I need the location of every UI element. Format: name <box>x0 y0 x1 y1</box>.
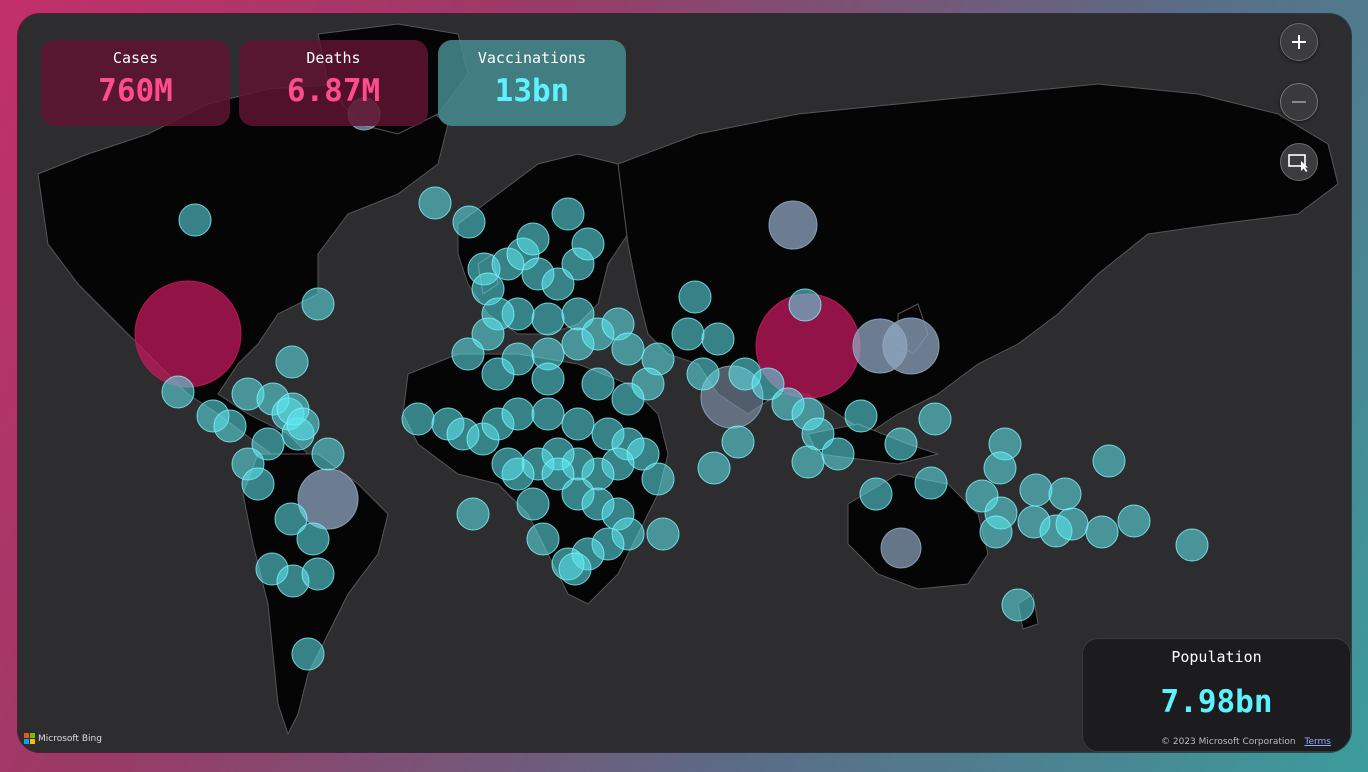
country-bubble[interactable] <box>1085 515 1119 549</box>
country-bubble[interactable] <box>451 337 485 371</box>
selection-tool-button[interactable] <box>1280 143 1318 181</box>
zoom-out-button[interactable] <box>1280 83 1318 121</box>
country-bubble[interactable] <box>641 462 675 496</box>
microsoft-logo-icon <box>24 733 35 744</box>
country-bubble[interactable] <box>491 447 525 481</box>
country-bubble[interactable] <box>251 427 285 461</box>
country-bubble[interactable] <box>286 407 320 441</box>
country-bubble[interactable] <box>611 382 645 416</box>
country-bubble[interactable] <box>301 557 335 591</box>
population-value: 7.98bn <box>1160 684 1273 720</box>
country-bubble[interactable] <box>213 409 247 443</box>
country-bubble[interactable] <box>452 205 486 239</box>
country-bubble[interactable] <box>1019 473 1053 507</box>
vaccinations-label: Vaccinations <box>477 49 587 67</box>
population-label: Population <box>1171 648 1262 666</box>
country-bubble[interactable] <box>671 317 705 351</box>
country-bubble[interactable] <box>983 451 1017 485</box>
country-bubble[interactable] <box>275 345 309 379</box>
country-bubble[interactable] <box>178 203 212 237</box>
country-bubble[interactable] <box>697 451 731 485</box>
country-bubble[interactable] <box>558 552 592 586</box>
country-bubble[interactable] <box>884 427 918 461</box>
bing-attribution[interactable]: Microsoft Bing <box>24 733 102 744</box>
country-bubble[interactable] <box>788 288 822 322</box>
vaccinations-value: 13bn <box>494 73 570 109</box>
country-bubble[interactable] <box>531 302 565 336</box>
selection-cursor-icon <box>1288 154 1308 172</box>
country-bubble[interactable] <box>291 637 325 671</box>
country-bubble[interactable] <box>821 437 855 471</box>
bubble-layer <box>134 97 1209 671</box>
terms-link[interactable]: Terms <box>1304 737 1331 747</box>
country-bubble[interactable] <box>751 367 785 401</box>
country-bubble[interactable] <box>581 367 615 401</box>
country-bubble[interactable] <box>1055 507 1089 541</box>
country-bubble[interactable] <box>1175 528 1209 562</box>
country-bubble[interactable] <box>918 402 952 436</box>
country-bubble[interactable] <box>686 357 720 391</box>
cases-value: 760M <box>98 73 173 109</box>
country-bubble[interactable] <box>979 515 1013 549</box>
country-bubble[interactable] <box>541 267 575 301</box>
deaths-card: Deaths 6.87M <box>239 40 428 126</box>
country-bubble[interactable] <box>914 466 948 500</box>
country-bubble[interactable] <box>531 397 565 431</box>
minus-icon <box>1292 101 1306 103</box>
country-bubble[interactable] <box>1092 444 1126 478</box>
deaths-value: 6.87M <box>286 73 381 109</box>
copyright-notice: © 2023 Microsoft Corporation Terms <box>1161 737 1331 747</box>
country-bubble[interactable] <box>551 197 585 231</box>
country-bubble[interactable] <box>501 342 535 376</box>
country-bubble[interactable] <box>1117 504 1151 538</box>
country-bubble[interactable] <box>571 227 605 261</box>
country-bubble[interactable] <box>1001 588 1035 622</box>
country-bubble[interactable] <box>241 467 275 501</box>
country-bubble[interactable] <box>134 280 242 388</box>
country-bubble[interactable] <box>526 522 560 556</box>
country-bubble[interactable] <box>882 317 940 375</box>
world-map[interactable] <box>18 14 1351 752</box>
population-card: Population 7.98bn <box>1082 638 1351 752</box>
deaths-label: Deaths <box>306 49 361 67</box>
country-bubble[interactable] <box>456 497 490 531</box>
country-bubble[interactable] <box>844 399 878 433</box>
country-bubble[interactable] <box>859 477 893 511</box>
country-bubble[interactable] <box>646 517 680 551</box>
country-bubble[interactable] <box>768 200 818 250</box>
cases-label: Cases <box>112 49 159 67</box>
copyright-text: © 2023 Microsoft Corporation <box>1161 737 1296 747</box>
country-bubble[interactable] <box>501 397 535 431</box>
country-bubble[interactable] <box>880 527 922 569</box>
country-bubble[interactable] <box>301 287 335 321</box>
map-frame[interactable]: Cases 760M Deaths 6.87M Vaccinations 13b… <box>18 14 1351 752</box>
country-bubble[interactable] <box>701 322 735 356</box>
country-bubble[interactable] <box>531 362 565 396</box>
country-bubble[interactable] <box>311 437 345 471</box>
country-bubble[interactable] <box>418 186 452 220</box>
country-bubble[interactable] <box>296 522 330 556</box>
country-bubble[interactable] <box>401 402 435 436</box>
country-bubble[interactable] <box>561 407 595 441</box>
country-bubble[interactable] <box>678 280 712 314</box>
country-bubble[interactable] <box>541 457 575 491</box>
country-bubble[interactable] <box>791 445 825 479</box>
bing-brand-text: Microsoft Bing <box>38 733 102 744</box>
zoom-in-button[interactable] <box>1280 23 1318 61</box>
country-bubble[interactable] <box>1048 477 1082 511</box>
country-bubble[interactable] <box>611 332 645 366</box>
cases-card: Cases 760M <box>41 40 230 126</box>
country-bubble[interactable] <box>274 502 308 536</box>
country-bubble[interactable] <box>161 375 195 409</box>
plus-icon <box>1292 35 1306 49</box>
country-bubble[interactable] <box>721 425 755 459</box>
country-bubble[interactable] <box>516 487 550 521</box>
country-bubble[interactable] <box>471 317 505 351</box>
vaccinations-card: Vaccinations 13bn <box>438 40 626 126</box>
country-bubble[interactable] <box>516 222 550 256</box>
